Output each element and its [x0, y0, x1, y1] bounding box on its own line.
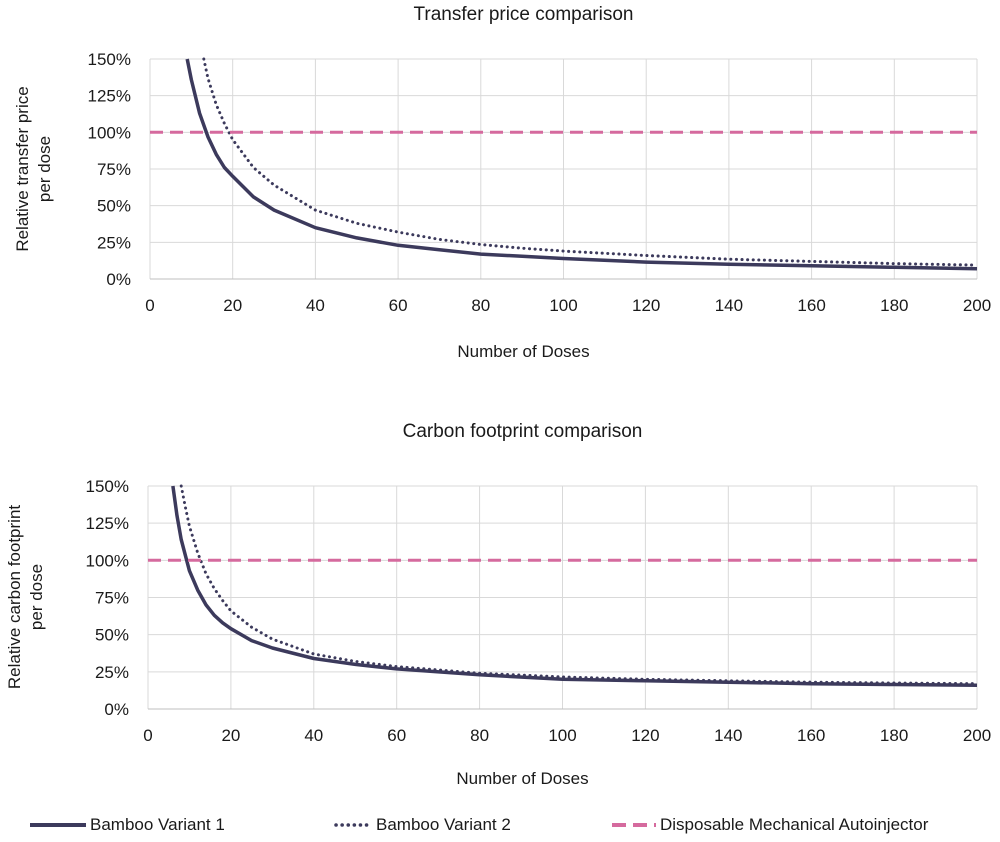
x-tick-label: 140	[715, 296, 743, 315]
charts-canvas: Transfer price comparison 0 20 40 60 80 100 120…	[5, 4, 991, 788]
x-tick-label: 100	[549, 296, 577, 315]
y-axis-label: Relative transfer price	[13, 86, 32, 251]
x-tick-label: 120	[632, 296, 660, 315]
x-tick-label: 180	[880, 296, 908, 315]
x-tick-label: 200	[963, 296, 991, 315]
y-axis-label: Relative carbon footprint	[5, 505, 24, 690]
x-tick-label: 60	[389, 296, 408, 315]
chart-2: Carbon footprint comparison 0 20 40 60 80 100 1…	[5, 421, 991, 788]
x-axis-label: Number of Doses	[457, 342, 589, 361]
legend-item-autoinjector: Disposable Mechanical Autoinjector	[610, 808, 928, 842]
x-tick-label: 180	[880, 726, 908, 745]
y-tick-label: 125%	[88, 87, 131, 106]
legend-swatch-solid	[30, 823, 86, 827]
y-tick-label: 100%	[88, 123, 131, 142]
y-tick-label: 75%	[97, 160, 131, 179]
x-tick-label: 0	[145, 296, 154, 315]
x-axis-label: Number of Doses	[456, 769, 588, 788]
x-tick-label: 40	[304, 726, 323, 745]
legend-item-variant-2: Bamboo Variant 2	[332, 808, 511, 842]
y-tick-label: 150%	[86, 477, 129, 496]
y-tick-label: 25%	[95, 663, 129, 682]
x-tick-label: 40	[306, 296, 325, 315]
y-tick-label: 50%	[97, 197, 131, 216]
y-tick-label: 50%	[95, 626, 129, 645]
y-axis-label: per dose	[27, 564, 46, 630]
y-tick-label: 150%	[88, 50, 131, 69]
y-axis-label: per dose	[35, 136, 54, 202]
x-tick-label: 200	[963, 726, 991, 745]
chart-title: Carbon footprint comparison	[403, 421, 643, 442]
y-tick-label: 25%	[97, 233, 131, 252]
legend-swatch-dashed	[612, 823, 656, 827]
legend-label: Bamboo Variant 2	[376, 815, 511, 834]
series-line-bamboo-variant-2	[179, 484, 979, 686]
x-tick-label: 160	[797, 726, 825, 745]
x-tick-label: 80	[470, 726, 489, 745]
x-tick-label: 0	[143, 726, 152, 745]
chart-title: Transfer price comparison	[414, 4, 634, 25]
legend-swatch-dotted	[334, 823, 374, 827]
legend-label: Disposable Mechanical Autoinjector	[660, 815, 929, 834]
x-tick-label: 100	[548, 726, 576, 745]
chart-1: Transfer price comparison 0 20 40 60 80 100 120…	[13, 4, 991, 361]
x-tick-label: 160	[797, 296, 825, 315]
x-tick-label: 20	[223, 296, 242, 315]
series-line-bamboo-variant-1	[185, 58, 978, 271]
y-tick-label: 125%	[86, 514, 129, 533]
series-line-bamboo-variant-2	[202, 57, 979, 267]
y-tick-label: 0%	[106, 270, 131, 289]
series-line-bamboo-variant-1	[171, 485, 978, 687]
legend-label: Bamboo Variant 1	[90, 815, 225, 834]
x-tick-label: 140	[714, 726, 742, 745]
legend: Bamboo Variant 1 Bamboo Variant 2 Dispos…	[0, 808, 1000, 842]
x-tick-label: 120	[631, 726, 659, 745]
x-tick-label: 20	[221, 726, 240, 745]
x-tick-label: 60	[387, 726, 406, 745]
y-tick-label: 100%	[86, 551, 129, 570]
y-tick-label: 75%	[95, 589, 129, 608]
x-tick-label: 80	[471, 296, 490, 315]
y-tick-label: 0%	[104, 700, 129, 719]
legend-item-variant-1: Bamboo Variant 1	[28, 808, 225, 842]
